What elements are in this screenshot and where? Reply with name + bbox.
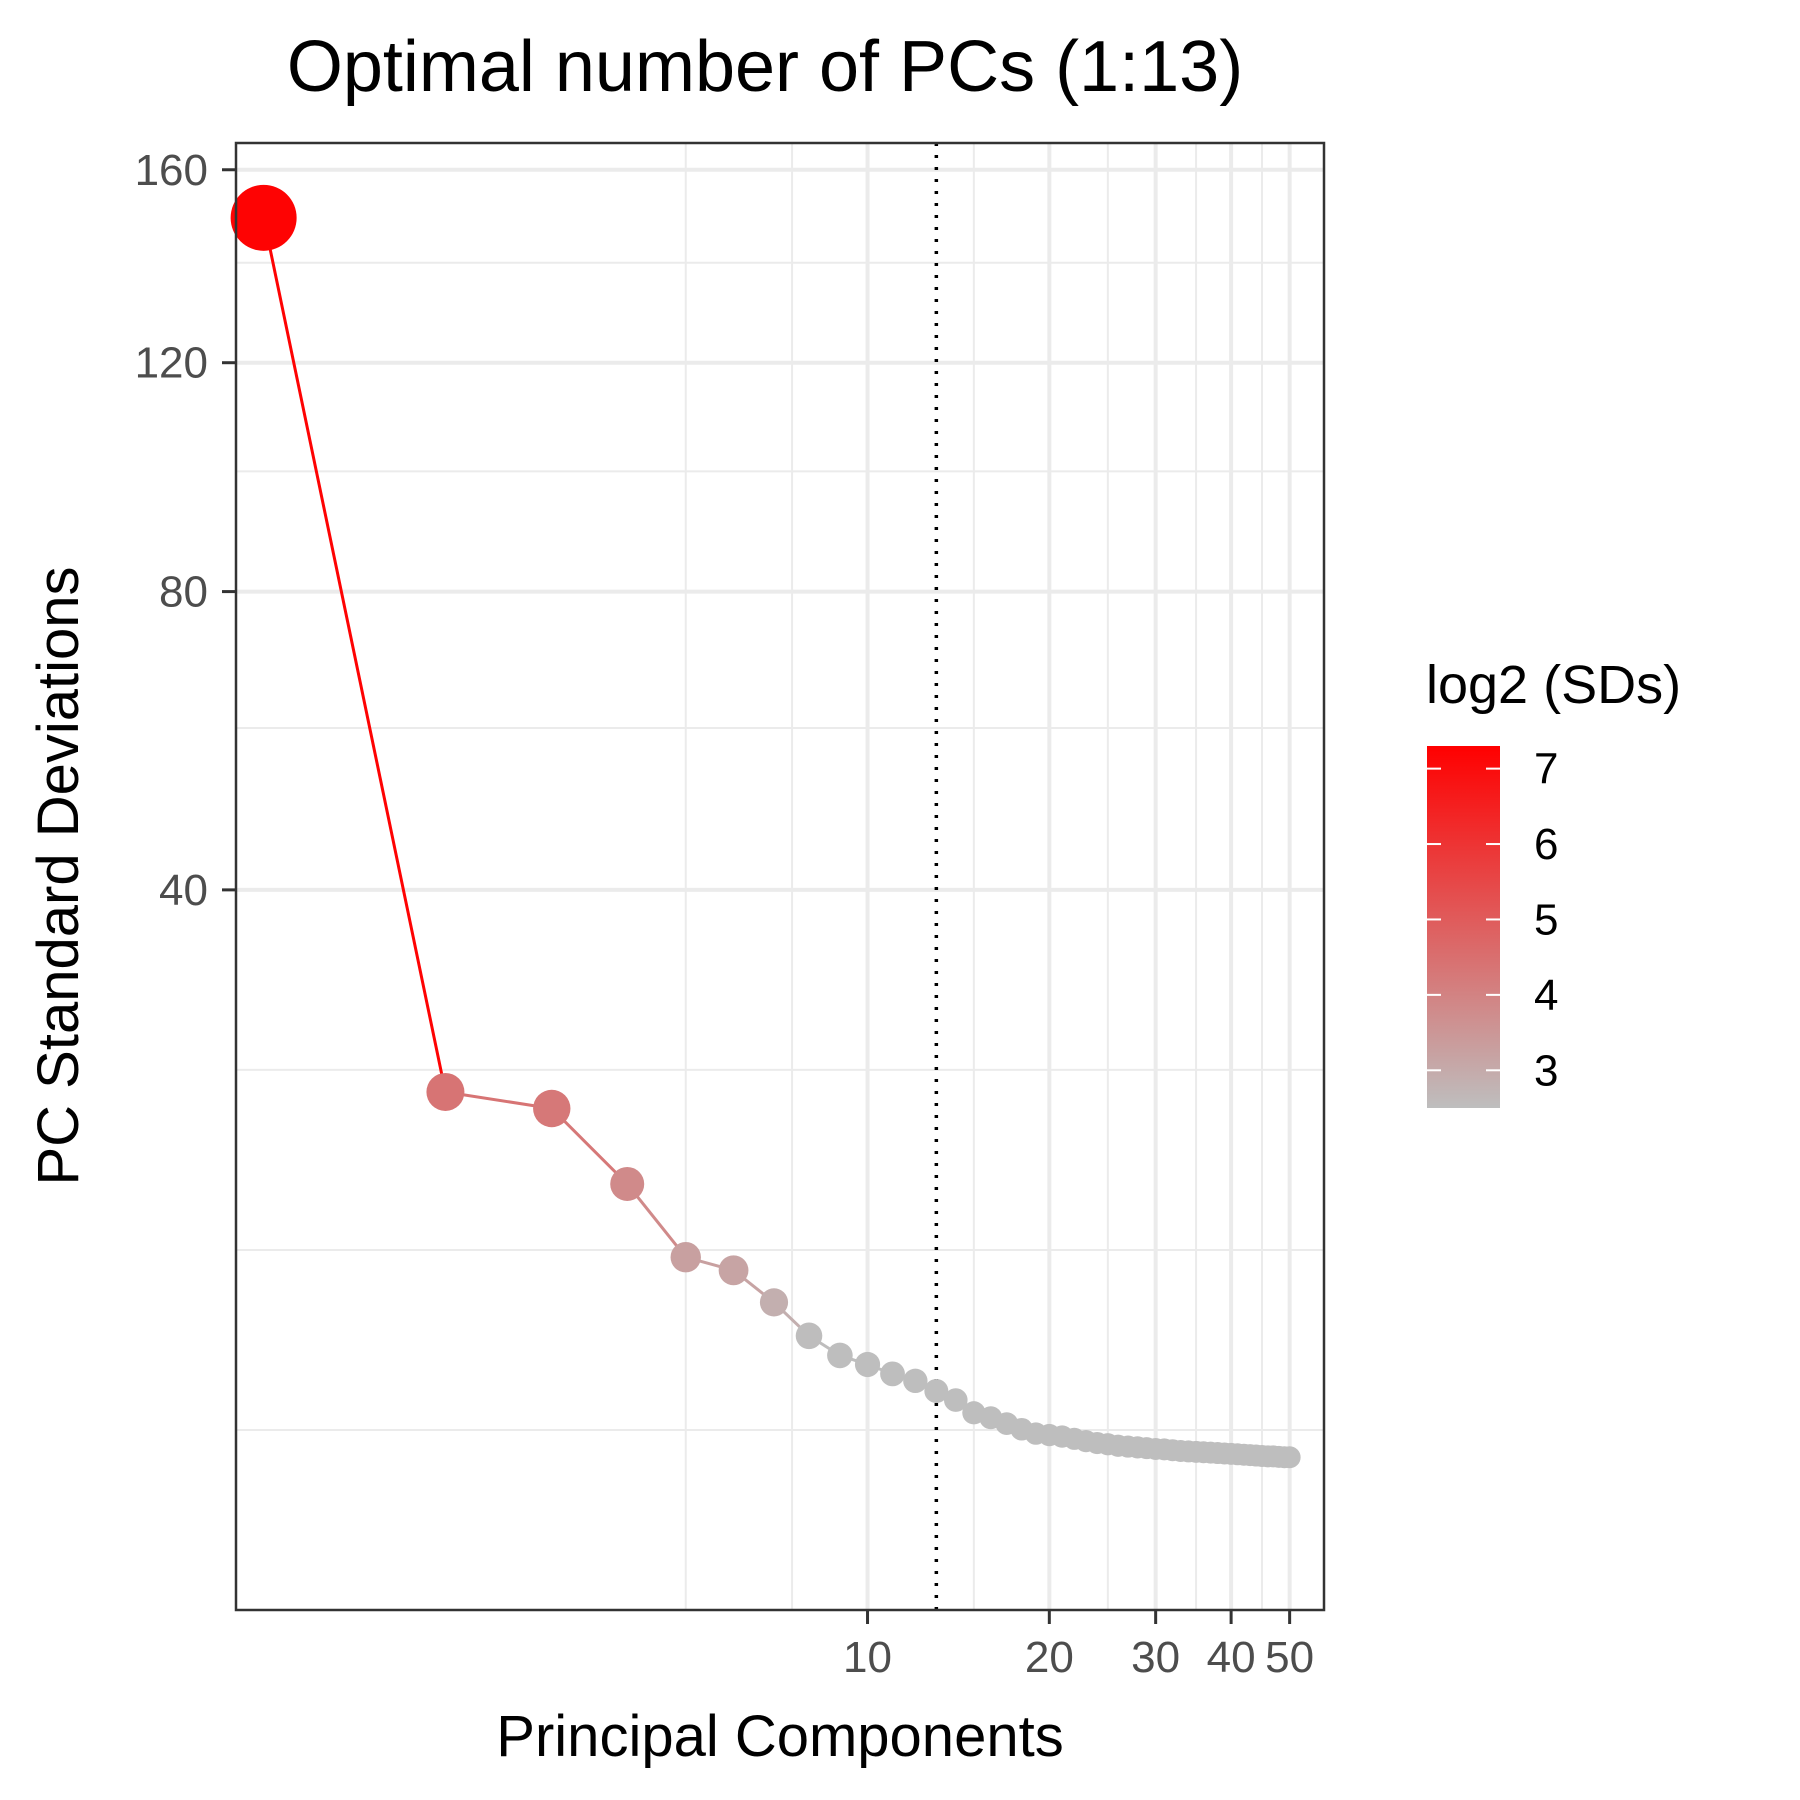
legend-ticks: 3 4 5 6 7 <box>1427 745 1558 1095</box>
chart-title: Optimal number of PCs (1:13) <box>287 27 1243 107</box>
data-point-pc-4 <box>610 1166 645 1201</box>
legend-colorbar <box>1427 746 1500 1108</box>
x-axis-title: Principal Components <box>496 1704 1063 1769</box>
x-tick-label: 30 <box>1131 1633 1180 1682</box>
x-axis: 10 20 30 40 50 <box>843 1610 1314 1682</box>
legend-title: log2 (SDs) <box>1426 655 1681 715</box>
series-points <box>230 184 1301 1469</box>
legend-tick-label: 3 <box>1534 1046 1558 1095</box>
data-point-pc-8 <box>795 1322 823 1350</box>
data-point-pc-3 <box>533 1089 571 1128</box>
data-point-pc-14 <box>943 1388 968 1412</box>
panel-border <box>234 141 1326 1612</box>
minor-gridlines <box>236 143 1324 1610</box>
x-tick-label: 10 <box>843 1633 892 1682</box>
data-point-pc-9 <box>827 1342 853 1369</box>
data-point-pc-12 <box>903 1368 928 1394</box>
y-tick-label: 80 <box>159 568 208 617</box>
x-tick-label: 50 <box>1265 1633 1314 1682</box>
data-point-pc-11 <box>880 1361 905 1387</box>
x-tick-label: 20 <box>1025 1633 1074 1682</box>
data-point-pc-15 <box>962 1401 986 1425</box>
data-point-pc-5 <box>670 1242 701 1273</box>
y-tick-label: 120 <box>135 339 208 388</box>
data-point-pc-13 <box>924 1378 949 1403</box>
legend-tick-label: 7 <box>1534 745 1558 794</box>
legend-tick-label: 5 <box>1534 895 1558 944</box>
major-gridlines <box>236 143 1324 1610</box>
series-lines <box>262 217 1290 1459</box>
data-point-pc-2 <box>426 1072 465 1111</box>
series-segment <box>262 217 447 1093</box>
data-point-pc-1 <box>230 184 297 251</box>
data-point-pc-6 <box>718 1255 749 1286</box>
data-point-pc-7 <box>759 1288 789 1317</box>
x-tick-label: 40 <box>1207 1633 1256 1682</box>
y-axis: 40 80 120 160 <box>135 146 236 915</box>
y-axis-title: PC Standard Deviations <box>26 567 91 1186</box>
y-tick-label: 160 <box>135 146 208 195</box>
data-point-pc-10 <box>854 1351 881 1378</box>
legend-tick-label: 4 <box>1534 971 1558 1020</box>
y-tick-label: 40 <box>159 866 208 915</box>
legend-tick-label: 6 <box>1534 820 1558 869</box>
